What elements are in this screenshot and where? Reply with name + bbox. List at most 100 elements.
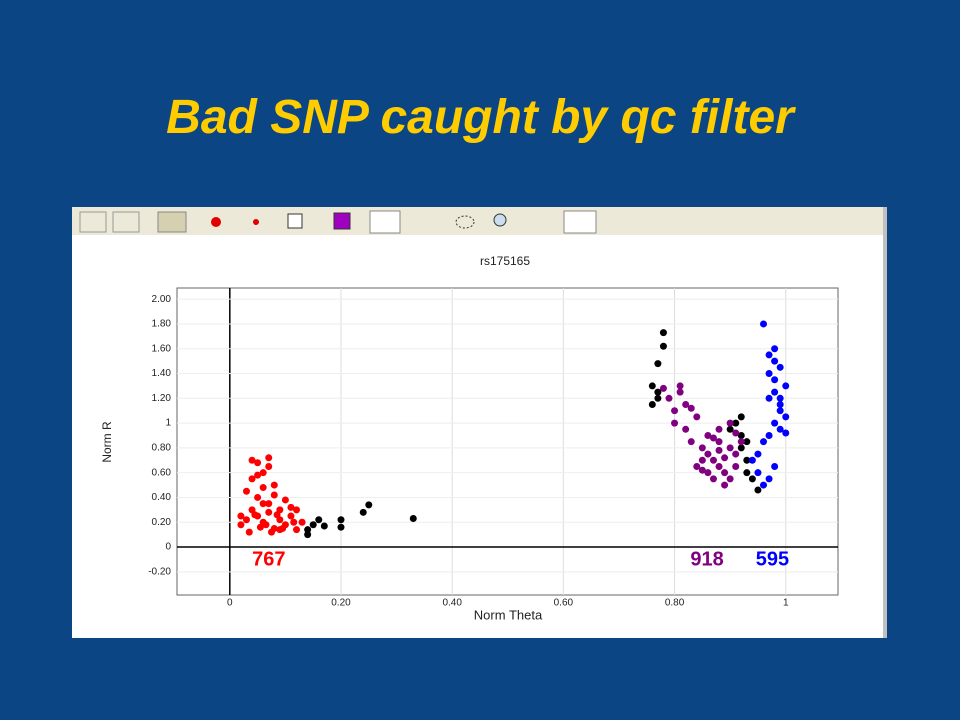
point (698, 456, 706, 464)
point (281, 496, 289, 504)
series (237, 454, 306, 536)
point (304, 526, 312, 534)
point (659, 342, 667, 350)
y-tick-label: 1 (165, 418, 171, 429)
point (760, 438, 768, 446)
point (279, 524, 287, 532)
tool-button[interactable] (112, 211, 140, 233)
point (287, 503, 295, 511)
point (765, 351, 773, 359)
point (293, 526, 301, 534)
point (737, 438, 745, 446)
point (765, 394, 773, 402)
point (748, 456, 756, 464)
point (776, 425, 784, 433)
point (265, 500, 273, 508)
point (693, 462, 701, 470)
point (698, 444, 706, 452)
point (715, 438, 723, 446)
point (248, 475, 256, 483)
point (776, 363, 784, 371)
point (715, 462, 723, 470)
point (760, 320, 768, 328)
point (687, 438, 695, 446)
point (765, 431, 773, 439)
tool-icon[interactable] (211, 217, 221, 227)
point (726, 475, 734, 483)
point (676, 388, 684, 396)
tool-icon[interactable] (455, 215, 475, 229)
point (704, 431, 712, 439)
point (748, 475, 756, 483)
point (676, 382, 684, 390)
point (359, 508, 367, 516)
tool-button[interactable] (79, 211, 107, 233)
point (337, 516, 345, 524)
y-tick-label: 0.20 (152, 517, 172, 528)
point (270, 481, 278, 489)
point (659, 384, 667, 392)
y-tick-label: 1.40 (152, 368, 172, 379)
point (687, 404, 695, 412)
point (320, 522, 328, 530)
panel (72, 207, 887, 638)
point (251, 511, 259, 519)
x-axis-label: Norm Theta (474, 607, 543, 622)
point (732, 462, 740, 470)
point (254, 493, 262, 501)
point (709, 434, 717, 442)
point (771, 376, 779, 384)
point (256, 523, 264, 531)
point (709, 456, 717, 464)
point (290, 518, 298, 526)
tool-button[interactable] (157, 211, 187, 233)
cluster-count: 767 (252, 548, 285, 570)
point (737, 431, 745, 439)
point (776, 401, 784, 409)
point (682, 401, 690, 409)
point (671, 407, 679, 415)
toolbar-icons[interactable] (79, 210, 597, 234)
point (782, 413, 790, 421)
tool-icon[interactable] (253, 219, 259, 225)
y-tick-label: 0.80 (152, 443, 172, 454)
point (782, 429, 790, 437)
cluster-count: 595 (756, 548, 789, 570)
point (743, 469, 751, 477)
series (304, 329, 762, 539)
point (737, 413, 745, 421)
y-tick-label: 0 (165, 542, 171, 553)
point (704, 450, 712, 458)
series (748, 320, 790, 489)
point (754, 486, 762, 494)
point (704, 469, 712, 477)
point (304, 531, 312, 539)
point (315, 516, 323, 524)
tool-icon[interactable] (333, 212, 351, 230)
point (776, 394, 784, 402)
point (309, 521, 317, 529)
y-tick-label: -0.20 (148, 566, 171, 577)
y-tick-label: 1.80 (152, 319, 172, 330)
point (721, 454, 729, 462)
tool-icon[interactable] (493, 213, 507, 227)
y-axis-label: Norm R (100, 421, 114, 463)
point (273, 511, 281, 519)
point (771, 419, 779, 427)
tool-button[interactable] (563, 210, 597, 234)
point (737, 444, 745, 452)
y-tick-label: 1.60 (152, 343, 172, 354)
tool-button[interactable] (369, 210, 401, 234)
x-tick-label: 0.60 (554, 598, 574, 609)
point (726, 425, 734, 433)
point (754, 450, 762, 458)
point (698, 466, 706, 474)
x-tick-label: 1 (783, 598, 789, 609)
tool-icon[interactable] (287, 213, 303, 229)
point (259, 500, 267, 508)
slide-title: Bad SNP caught by qc filter (166, 91, 794, 144)
point (237, 521, 245, 529)
point (409, 515, 417, 523)
point (265, 508, 273, 516)
point (298, 518, 306, 526)
